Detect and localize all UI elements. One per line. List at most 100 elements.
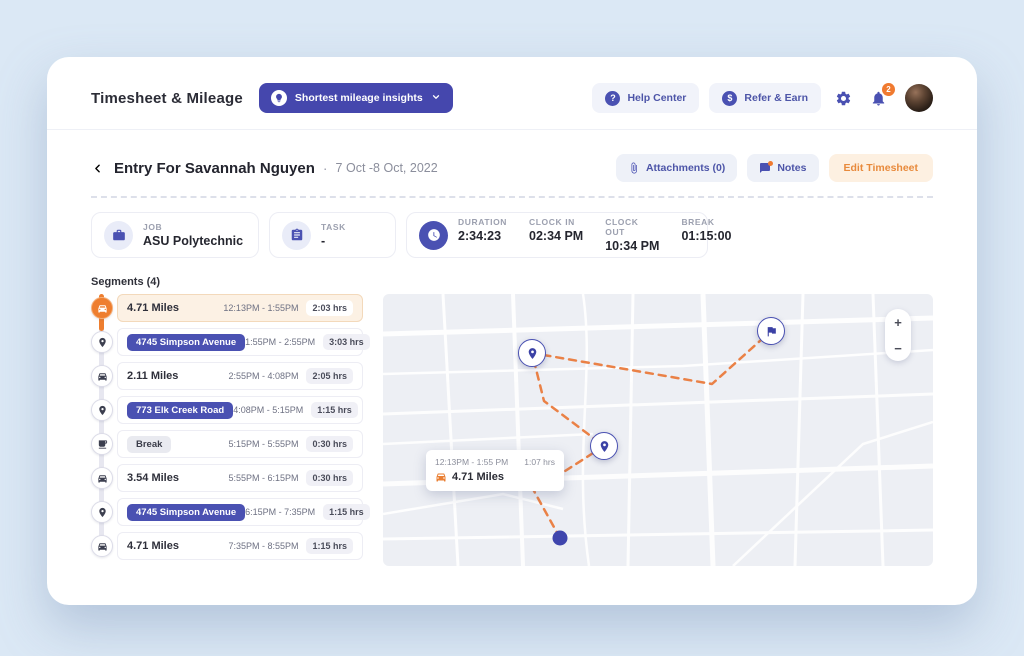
route-end-flag-marker[interactable] xyxy=(757,317,785,345)
location-chip: 773 Elk Creek Road xyxy=(127,401,234,419)
segment-duration-badge: 0:30 hrs xyxy=(306,436,353,452)
dashed-divider xyxy=(91,196,933,198)
title-separator: · xyxy=(322,160,328,176)
notes-button[interactable]: Notes xyxy=(747,154,819,182)
insights-button-label: Shortest mileage insights xyxy=(294,92,423,104)
break-stat: BREAK 01:15:00 xyxy=(681,217,731,253)
break-chip: Break xyxy=(127,435,172,453)
map-zoom-control: + − xyxy=(885,309,911,361)
clock-out-label: CLOCK OUT xyxy=(605,217,639,237)
segment-row-break[interactable]: Break 5:15PM - 5:55PM 0:30 hrs xyxy=(91,430,363,458)
zoom-out-button[interactable]: − xyxy=(885,335,911,361)
clock-in-label: CLOCK IN xyxy=(529,217,575,227)
segment-duration-badge: 2:03 hrs xyxy=(306,300,353,316)
segments-list: 4.71 Miles 12:13PM - 1:55PM 2:03 hrs 474… xyxy=(91,294,370,566)
segment-time-range: 6:15PM - 7:35PM xyxy=(245,507,316,517)
map-pin-icon xyxy=(598,440,611,453)
job-card: JOB ASU Polytechnic xyxy=(91,212,259,258)
segment-row-drive[interactable]: 4.71 Miles 12:13PM - 1:55PM 2:03 hrs xyxy=(91,294,363,322)
segment-row-drive[interactable]: 4.71 Miles 7:35PM - 8:55PM 1:15 hrs xyxy=(91,532,363,560)
time-stats: DURATION 2:34:23 CLOCK IN 02:34 PM CLOCK… xyxy=(458,217,731,253)
edit-timesheet-button[interactable]: Edit Timesheet xyxy=(828,154,933,182)
car-icon xyxy=(435,471,447,483)
help-center-button[interactable]: ? Help Center xyxy=(592,83,700,113)
chevron-down-icon xyxy=(431,92,441,105)
notifications-button[interactable]: 2 xyxy=(866,82,895,111)
segment-distance: 2.11 Miles xyxy=(127,370,179,382)
map-pin-icon xyxy=(91,399,113,421)
paperclip-icon xyxy=(628,162,640,174)
map-pin-icon xyxy=(91,331,113,353)
car-icon xyxy=(91,467,113,489)
segment-row-location[interactable]: 773 Elk Creek Road 4:08PM - 5:15PM 1:15 … xyxy=(91,396,363,424)
segment-duration-badge: 1:15 hrs xyxy=(311,402,358,418)
gear-icon xyxy=(835,90,852,107)
zoom-in-button[interactable]: + xyxy=(885,309,911,335)
location-chip: 4745 Simpson Avenue xyxy=(127,333,246,351)
tooltip-time-range: 12:13PM - 1:55 PM xyxy=(435,457,509,467)
route-map[interactable]: 12:13PM - 1:55 PM 1:07 hrs 4.71 Miles + … xyxy=(383,294,933,566)
shortest-mileage-insights-button[interactable]: Shortest mileage insights xyxy=(258,83,453,113)
back-button[interactable] xyxy=(91,162,104,175)
task-icon xyxy=(282,220,311,250)
segment-distance: 4.71 Miles xyxy=(127,302,179,314)
segment-distance: 4.71 Miles xyxy=(127,540,179,552)
clock-in-stat: CLOCK IN 02:34 PM xyxy=(529,217,583,253)
job-label: JOB xyxy=(143,222,163,232)
segment-time-range: 7:35PM - 8:55PM xyxy=(228,541,299,551)
segment-duration-badge: 3:03 hrs xyxy=(323,334,370,350)
refer-earn-button[interactable]: $ Refer & Earn xyxy=(709,83,821,113)
map-pin-marker[interactable] xyxy=(590,432,618,460)
segment-duration-badge: 1:15 hrs xyxy=(306,538,353,554)
settings-button[interactable] xyxy=(831,86,856,111)
user-avatar[interactable] xyxy=(905,84,933,112)
segment-row-location[interactable]: 4745 Simpson Avenue 1:55PM - 2:55PM 3:03… xyxy=(91,328,370,356)
task-value: - xyxy=(321,234,326,248)
notification-badge: 2 xyxy=(882,82,895,96)
segment-time-range: 1:55PM - 2:55PM xyxy=(245,337,316,347)
task-label: TASK xyxy=(321,222,346,232)
help-center-label: Help Center xyxy=(627,92,687,104)
app-header: Timesheet & Mileage Shortest mileage ins… xyxy=(47,57,977,130)
segment-time-range: 5:15PM - 5:55PM xyxy=(228,439,299,449)
segment-duration-badge: 1:15 hrs xyxy=(323,504,370,520)
segment-time-range: 4:08PM - 5:15PM xyxy=(233,405,304,415)
segment-time-range: 2:55PM - 4:08PM xyxy=(228,371,299,381)
duration-stat: DURATION 2:34:23 xyxy=(458,217,507,253)
segment-tooltip: 12:13PM - 1:55 PM 1:07 hrs 4.71 Miles xyxy=(426,450,564,491)
duration-label: DURATION xyxy=(458,217,508,227)
clock-icon xyxy=(419,220,448,250)
segment-row-drive[interactable]: 2.11 Miles 2:55PM - 4:08PM 2:05 hrs xyxy=(91,362,363,390)
header-actions: ? Help Center $ Refer & Earn 2 xyxy=(592,82,933,113)
app-title: Timesheet & Mileage xyxy=(91,89,243,107)
dollar-icon: $ xyxy=(722,90,738,106)
notes-unread-dot xyxy=(768,161,774,166)
task-card: TASK - xyxy=(269,212,396,258)
route-path xyxy=(530,329,773,540)
location-chip: 4745 Simpson Avenue xyxy=(127,503,246,521)
lightbulb-icon xyxy=(270,90,287,106)
timeline-rail xyxy=(99,300,104,550)
refer-earn-label: Refer & Earn xyxy=(744,92,808,104)
break-value: 01:15:00 xyxy=(681,229,732,243)
clock-out-stat: CLOCK OUT 10:34 PM xyxy=(605,217,659,253)
car-icon xyxy=(91,297,113,319)
route-start-dot[interactable] xyxy=(552,530,568,546)
notes-label: Notes xyxy=(777,162,807,174)
flag-icon xyxy=(765,325,778,338)
clock-out-value: 10:34 PM xyxy=(605,239,660,253)
break-label: BREAK xyxy=(681,217,715,227)
car-icon xyxy=(91,365,113,387)
map-pin-icon xyxy=(526,347,539,360)
attachments-button[interactable]: Attachments (0) xyxy=(615,154,738,182)
segment-row-location[interactable]: 4745 Simpson Avenue 6:15PM - 7:35PM 1:15… xyxy=(91,498,370,526)
summary-cards: JOB ASU Polytechnic TASK - DURATION 2:34… xyxy=(91,212,933,258)
segment-time-range: 5:55PM - 6:15PM xyxy=(228,473,299,483)
coffee-cup-icon xyxy=(91,433,113,455)
segments-heading: Segments (4) xyxy=(91,276,161,288)
map-streets xyxy=(383,294,933,566)
map-pin-marker[interactable] xyxy=(518,339,546,367)
segment-duration-badge: 2:05 hrs xyxy=(306,368,353,384)
segment-row-drive[interactable]: 3.54 Miles 5:55PM - 6:15PM 0:30 hrs xyxy=(91,464,363,492)
car-icon xyxy=(91,535,113,557)
